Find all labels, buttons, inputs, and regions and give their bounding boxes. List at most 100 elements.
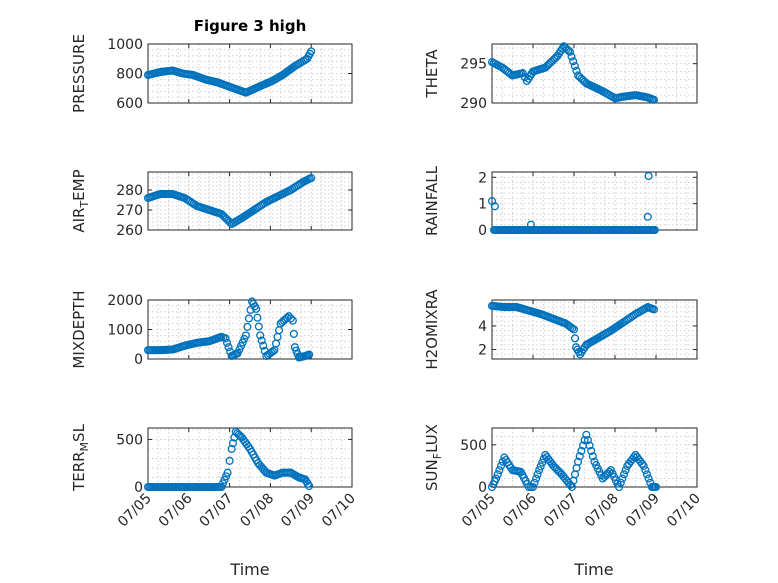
panel-air-temp-ylabel: AIRTEMP <box>70 169 91 232</box>
data-point <box>538 458 547 467</box>
data-point <box>567 52 576 61</box>
data-point <box>572 66 581 75</box>
y-tick-label: 500 <box>460 438 487 454</box>
data-point <box>252 304 261 313</box>
panel-terr-msl-frame <box>147 427 353 488</box>
y-tick-label: 270 <box>116 203 143 219</box>
panel-terr-msl-ylabel: TERRMSL <box>70 423 91 492</box>
data-point <box>225 456 234 465</box>
x-tick-label: 07/09 <box>623 491 663 531</box>
data-point <box>492 474 501 483</box>
data-point <box>575 452 584 461</box>
x-axis-label-left: Time <box>229 560 269 579</box>
data-point <box>588 452 597 461</box>
y-tick-label: 290 <box>460 96 487 112</box>
x-tick-label: 07/06 <box>156 490 196 530</box>
y-tick-label: 280 <box>116 183 143 199</box>
data-point <box>629 453 638 462</box>
panel-rainfall-series <box>487 171 659 235</box>
panel-pressure-series <box>143 47 316 97</box>
y-tick-label: 0 <box>134 352 143 368</box>
x-tick-label: 07/08 <box>237 491 277 531</box>
x-tick-label: 07/07 <box>197 491 237 531</box>
data-point <box>243 322 252 331</box>
data-point <box>495 466 504 475</box>
x-tick-label: 07/10 <box>319 491 359 531</box>
data-point <box>580 436 589 445</box>
y-tick-label: 800 <box>116 67 143 83</box>
data-point <box>223 338 232 347</box>
panel-terr-msl: 0 500 07/05 07/06 07/07 07/08 07/09 07/10 TERRMS… <box>70 423 359 530</box>
data-point <box>615 482 624 492</box>
data-point <box>528 482 538 492</box>
data-point <box>223 468 232 477</box>
data-point <box>569 325 579 334</box>
data-point <box>259 341 268 350</box>
panel-rainfall-ylabel: RAINFALL <box>423 165 441 236</box>
panel-sun-flux-frame <box>491 427 698 488</box>
panel-sun-flux: 0 500 07/05 07/06 07/07 07/08 07/09 07/10 SUNFLU… <box>423 424 704 530</box>
data-point <box>227 444 236 453</box>
data-point <box>565 47 574 56</box>
data-point <box>307 173 316 183</box>
data-point <box>305 350 314 359</box>
data-point <box>641 466 650 475</box>
x-axis-label-right: Time <box>573 560 613 579</box>
data-point <box>493 470 502 479</box>
data-point <box>244 314 254 323</box>
data-point <box>577 446 586 455</box>
panel-theta: 290 295 THETA <box>423 42 698 112</box>
data-point <box>241 331 250 340</box>
data-point <box>284 312 293 321</box>
panel-air-temp-series <box>143 173 316 229</box>
data-point <box>536 462 545 471</box>
x-tick-label: 07/08 <box>582 491 622 531</box>
x-tick-label: 07/09 <box>278 491 318 531</box>
data-point <box>585 441 594 450</box>
data-point <box>570 61 579 71</box>
data-point <box>582 430 591 439</box>
y-tick-label: 260 <box>116 223 143 239</box>
data-point <box>651 482 661 492</box>
data-point <box>268 347 277 356</box>
panel-theta-series <box>487 42 658 104</box>
x-tick-label: 07/07 <box>541 491 581 531</box>
y-tick-label: 0 <box>134 480 143 496</box>
y-tick-label: 2 <box>478 170 487 186</box>
x-tick-label: 07/05 <box>115 491 155 531</box>
x-tick-label: 07/05 <box>459 491 499 531</box>
data-point <box>253 313 262 322</box>
panel-mixdepth: 0 1000 2000 MIXDEPTH <box>70 290 353 369</box>
y-tick-label: 1000 <box>107 37 143 53</box>
data-point <box>587 446 596 455</box>
panel-rainfall: 0 1 2 RAINFALL <box>423 165 698 239</box>
panel-theta-frame <box>491 43 698 104</box>
y-tick-label: 0 <box>478 223 487 239</box>
figure-title: Figure 3 high <box>194 17 307 35</box>
panel-theta-ylabel: THETA <box>423 49 441 99</box>
data-point <box>530 478 539 487</box>
data-point <box>533 470 542 479</box>
panel-air-temp-grid <box>148 172 352 230</box>
data-point <box>257 336 266 345</box>
data-point <box>518 69 527 78</box>
panel-mixdepth-ylabel: MIXDEPTH <box>70 290 88 368</box>
data-point <box>221 334 230 343</box>
data-point <box>228 439 238 448</box>
panel-sun-flux-ylabel: SUNFLUX <box>423 424 444 491</box>
data-point <box>254 322 263 331</box>
data-point <box>621 466 630 475</box>
y-tick-label: 0 <box>478 480 487 496</box>
data-point <box>583 436 592 445</box>
data-point <box>305 481 314 491</box>
data-point <box>288 316 297 325</box>
y-tick-label: 2000 <box>107 293 143 309</box>
panel-rainfall-grid <box>492 172 697 230</box>
data-point <box>307 47 316 56</box>
data-point <box>643 212 652 221</box>
data-point <box>569 57 578 66</box>
data-point <box>649 95 658 104</box>
y-tick-label: 1 <box>478 197 487 213</box>
data-point <box>638 459 647 468</box>
